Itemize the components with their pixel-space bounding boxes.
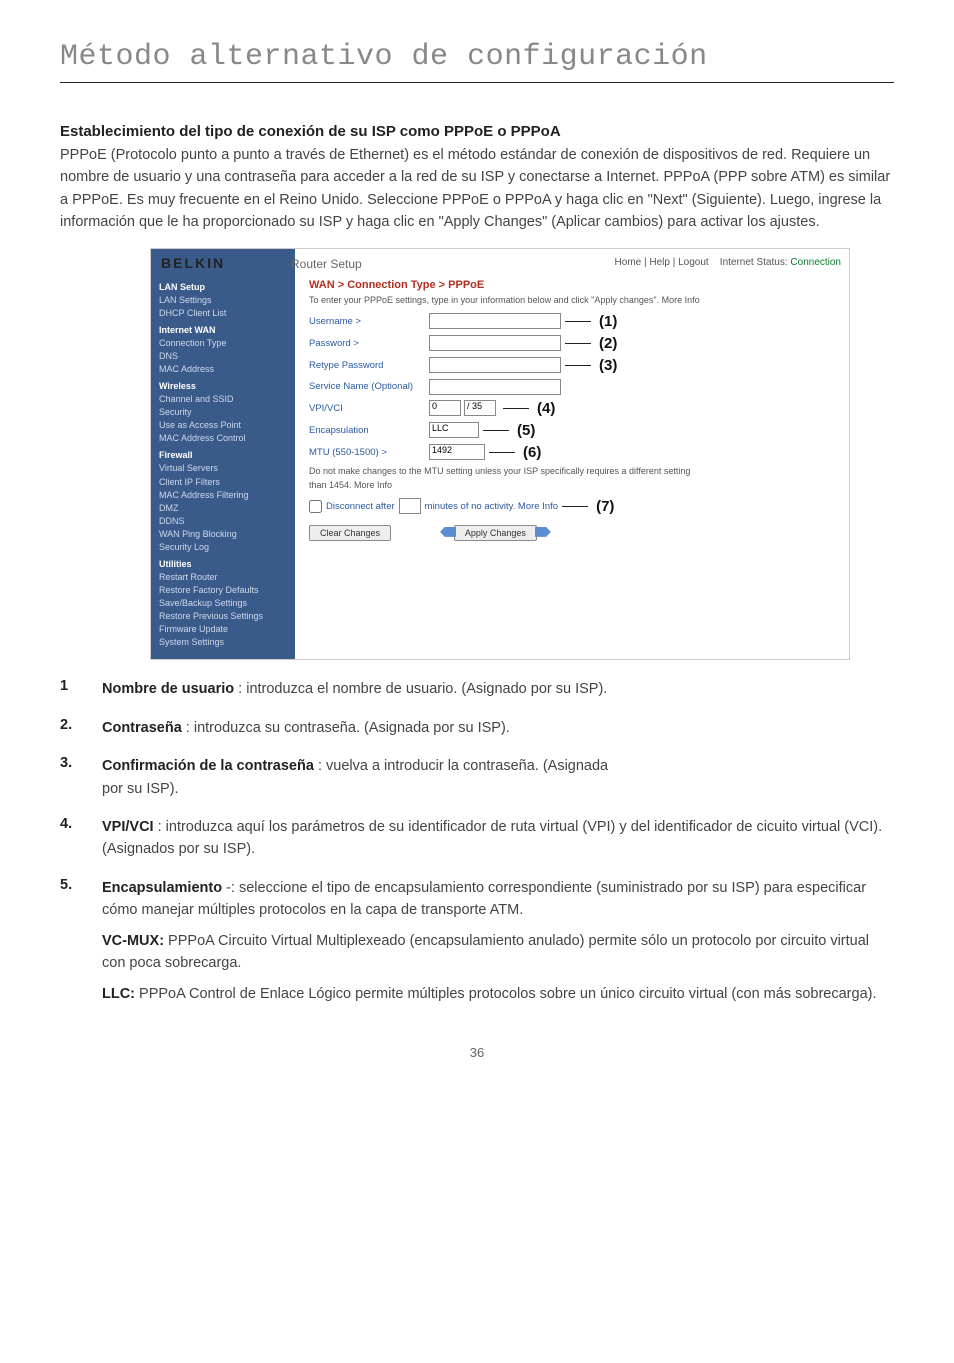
mtu-note-a: Do not make changes to the MTU setting u…: [309, 466, 837, 476]
item-lead: Nombre de usuario: [102, 681, 234, 697]
page-number: 36: [60, 1045, 894, 1060]
vcmux-lead: VC-MUX:: [102, 933, 164, 949]
clear-changes-button[interactable]: Clear Changes: [309, 525, 391, 541]
disconnect-minutes-input[interactable]: [399, 498, 421, 514]
disconnect-label: Disconnect after: [326, 501, 395, 512]
callout-1: (1): [599, 313, 617, 330]
sidebar-item-mac[interactable]: MAC Address: [159, 363, 289, 376]
sidebar-item-ipfilters[interactable]: Client IP Filters: [159, 476, 289, 489]
service-input[interactable]: [429, 379, 561, 395]
callout-5: (5): [517, 422, 535, 439]
item-number: 4.: [60, 816, 102, 861]
item-text: : introduzca aquí los parámetros de su i…: [102, 819, 882, 857]
sidebar-item-system[interactable]: System Settings: [159, 636, 289, 649]
callout-4: (4): [537, 400, 555, 417]
sidebar-item-restore[interactable]: Restore Factory Defaults: [159, 584, 289, 597]
sidebar-item-wanping[interactable]: WAN Ping Blocking: [159, 528, 289, 541]
breadcrumb: WAN > Connection Type > PPPoE: [309, 279, 837, 291]
sidebar-item-save[interactable]: Save/Backup Settings: [159, 597, 289, 610]
vcmux-text: PPPoA Circuito Virtual Multiplexeado (en…: [102, 933, 869, 971]
item-text: : introduzca su contraseña. (Asignada po…: [182, 720, 510, 736]
vci-input[interactable]: / 35: [464, 400, 496, 416]
sidebar-item-conn-type[interactable]: Connection Type: [159, 337, 289, 350]
vpi-input[interactable]: 0: [429, 400, 461, 416]
sidebar-group-wireless: Wireless: [159, 380, 289, 393]
mtu-input[interactable]: 1492: [429, 444, 485, 460]
list-item-3: 3. Confirmación de la contraseña : vuelv…: [60, 755, 894, 800]
item-lead: VPI/VCI: [102, 819, 154, 835]
main-panel: WAN > Connection Type > PPPoE To enter y…: [295, 249, 849, 659]
sidebar-group-firewall: Firewall: [159, 449, 289, 462]
retype-input[interactable]: [429, 357, 561, 373]
item-text: : vuelva a introducir la contraseña. (As…: [314, 758, 608, 774]
llc-text: PPPoA Control de Enlace Lógico permite m…: [135, 986, 876, 1002]
disconnect-checkbox[interactable]: [309, 500, 322, 513]
callout-2: (2): [599, 335, 617, 352]
sidebar-item-dhcp[interactable]: DHCP Client List: [159, 307, 289, 320]
sidebar-item-macfilter[interactable]: MAC Address Filtering: [159, 489, 289, 502]
apply-changes-button[interactable]: Apply Changes: [454, 525, 537, 541]
callout-3: (3): [599, 357, 617, 374]
callout-6: (6): [523, 444, 541, 461]
sidebar-item-lan-settings[interactable]: LAN Settings: [159, 294, 289, 307]
sidebar-group-lan: LAN Setup: [159, 281, 289, 294]
sidebar-item-dmz[interactable]: DMZ: [159, 502, 289, 515]
sidebar-item-restart[interactable]: Restart Router: [159, 571, 289, 584]
sidebar-group-utilities: Utilities: [159, 558, 289, 571]
mtu-note-b: than 1454. More Info: [309, 480, 837, 490]
item-number: 5.: [60, 877, 102, 1005]
item-number: 3.: [60, 755, 102, 800]
sidebar-item-vservers[interactable]: Virtual Servers: [159, 462, 289, 475]
encap-label: Encapsulation: [309, 425, 429, 436]
service-label: Service Name (Optional): [309, 381, 429, 392]
vpivci-label: VPI/VCI: [309, 403, 429, 414]
retype-label: Retype Password: [309, 360, 429, 371]
list-item-1: 1 Nombre de usuario : introduzca el nomb…: [60, 678, 894, 700]
callout-7: (7): [596, 498, 614, 515]
numbered-list: 1 Nombre de usuario : introduzca el nomb…: [60, 678, 894, 1005]
username-label: Username >: [309, 316, 429, 327]
panel-desc: To enter your PPPoE settings, type in yo…: [309, 295, 837, 305]
encap-select[interactable]: LLC: [429, 422, 479, 438]
section-heading: Establecimiento del tipo de conexión de …: [60, 123, 894, 140]
router-screenshot: BELKIN Router Setup Home | Help | Logout…: [150, 248, 850, 660]
list-item-5: 5. Encapsulamiento -: seleccione el tipo…: [60, 877, 894, 1005]
username-input[interactable]: [429, 313, 561, 329]
password-input[interactable]: [429, 335, 561, 351]
sidebar-item-security[interactable]: Security: [159, 406, 289, 419]
sidebar: LAN Setup LAN Settings DHCP Client List …: [151, 249, 295, 659]
sidebar-item-ddns[interactable]: DDNS: [159, 515, 289, 528]
sidebar-group-wan: Internet WAN: [159, 324, 289, 337]
title-rule: [60, 82, 894, 83]
mtu-label: MTU (550-1500) >: [309, 447, 429, 458]
item-number: 2.: [60, 717, 102, 739]
item-text-2: por su ISP).: [102, 781, 179, 797]
disconnect-label2: minutes of no activity. More Info: [425, 501, 558, 512]
intro-paragraph: PPPoE (Protocolo punto a punto a través …: [60, 144, 894, 234]
item-number: 1: [60, 678, 102, 700]
list-item-2: 2. Contraseña : introduzca su contraseña…: [60, 717, 894, 739]
sidebar-item-restoreprev[interactable]: Restore Previous Settings: [159, 610, 289, 623]
item-text: : introduzca el nombre de usuario. (Asig…: [234, 681, 607, 697]
list-item-4: 4. VPI/VCI : introduzca aquí los parámet…: [60, 816, 894, 861]
item-lead: Confirmación de la contraseña: [102, 758, 314, 774]
sidebar-item-macctrl[interactable]: MAC Address Control: [159, 432, 289, 445]
page-title: Método alternativo de configuración: [60, 40, 894, 74]
item-lead: Encapsulamiento: [102, 880, 222, 896]
llc-lead: LLC:: [102, 986, 135, 1002]
sidebar-item-channel[interactable]: Channel and SSID: [159, 393, 289, 406]
brand-logo: BELKIN: [161, 255, 225, 271]
sidebar-item-dns[interactable]: DNS: [159, 350, 289, 363]
sidebar-item-ap[interactable]: Use as Access Point: [159, 419, 289, 432]
sidebar-item-firmware[interactable]: Firmware Update: [159, 623, 289, 636]
password-label: Password >: [309, 338, 429, 349]
item-lead: Contraseña: [102, 720, 182, 736]
sidebar-item-seclog[interactable]: Security Log: [159, 541, 289, 554]
